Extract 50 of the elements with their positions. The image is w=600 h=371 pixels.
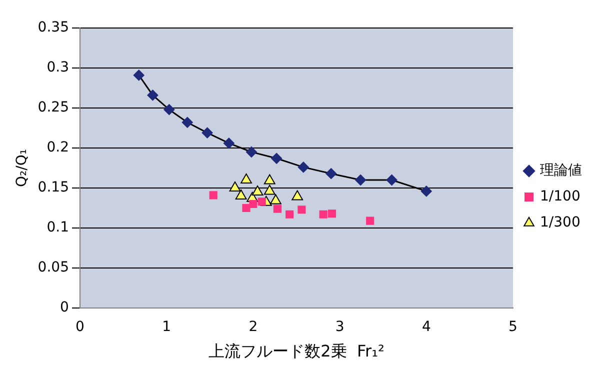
point [420, 186, 432, 197]
point [182, 116, 193, 128]
legend-label: 1/300 [540, 214, 580, 231]
point [229, 182, 241, 192]
point [223, 138, 234, 149]
x-tick-label: 2 [248, 319, 258, 336]
point [147, 90, 158, 101]
legend-label: 1/100 [540, 188, 580, 205]
x-tick-label: 3 [335, 319, 344, 336]
x-axis-title: 上流フルード数2乗 Fr₁² [208, 342, 384, 361]
point [133, 70, 144, 81]
point [164, 104, 175, 116]
point [249, 200, 258, 208]
point [386, 174, 398, 186]
point [242, 204, 250, 212]
y-tick-label: 0.3 [46, 60, 69, 76]
y-tick-label: 0.35 [38, 20, 69, 36]
point [271, 152, 282, 164]
x-tick-label: 0 [76, 319, 84, 336]
point [246, 146, 257, 158]
point [319, 210, 328, 218]
x-tick-label: 1 [162, 319, 172, 336]
legend-label: 理論値 [540, 162, 582, 179]
point [292, 190, 304, 200]
point [202, 127, 213, 138]
point [273, 204, 282, 213]
y-tick-label: 0.1 [46, 220, 69, 236]
y-tick-label: 0.05 [38, 260, 69, 276]
point [258, 198, 266, 206]
y-tick-label: 0.15 [38, 180, 69, 196]
point [298, 162, 309, 173]
point [328, 210, 336, 218]
y-tick-label: 0.2 [46, 140, 69, 156]
point [264, 174, 276, 184]
point [252, 186, 264, 196]
point [326, 168, 337, 180]
point [298, 206, 306, 214]
point [355, 174, 366, 186]
y-tick-label: 0.25 [38, 100, 69, 116]
point [209, 191, 218, 200]
y-tick-label: 0 [60, 300, 69, 316]
point [240, 174, 252, 184]
point [264, 184, 276, 195]
x-tick-label: 4 [422, 319, 431, 336]
y-axis-title: Q₂/Q₁ [14, 149, 30, 187]
point [286, 210, 294, 218]
x-tick-label: 5 [508, 319, 518, 336]
point [270, 194, 282, 204]
point [366, 216, 374, 225]
point [235, 190, 247, 200]
